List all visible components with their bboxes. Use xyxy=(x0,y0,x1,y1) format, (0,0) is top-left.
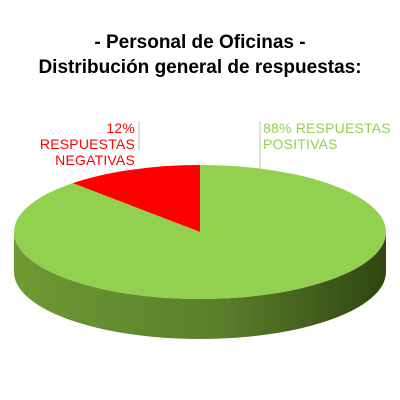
pie-slice-positive xyxy=(13,165,387,300)
slice-label-positive-line1: 88% RESPUESTAS xyxy=(263,120,391,136)
slice-label-positive-line2: POSITIVAS xyxy=(263,136,338,152)
pie-side-positive xyxy=(14,232,386,339)
slice-label-negative: 12% RESPUESTAS NEGATIVAS xyxy=(10,120,135,168)
pie-top-faces xyxy=(13,165,387,300)
leader-lines xyxy=(138,121,261,172)
slice-label-negative-line1: 12% RESPUESTAS xyxy=(39,120,135,152)
chart-title: - Personal de Oficinas - xyxy=(94,32,306,53)
pie-side-walls xyxy=(14,232,386,339)
slice-label-positive: 88% RESPUESTAS POSITIVAS xyxy=(263,120,398,152)
chart-subtitle: Distribución general de respuestas: xyxy=(38,57,362,78)
pie-slice-negative xyxy=(72,165,200,232)
chart-title-block: - Personal de Oficinas - Distribución ge… xyxy=(0,30,400,80)
slice-label-negative-line2: NEGATIVAS xyxy=(55,152,135,168)
